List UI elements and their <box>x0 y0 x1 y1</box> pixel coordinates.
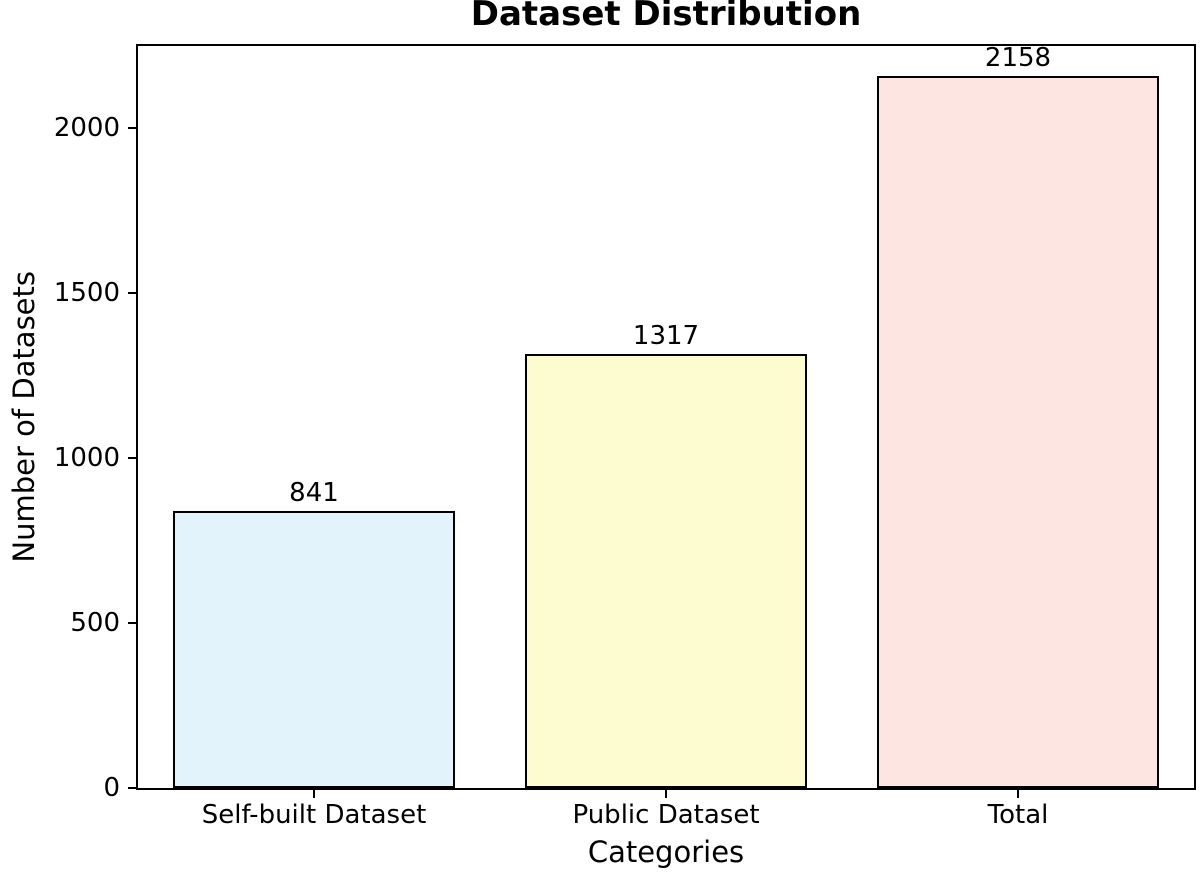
y-tick-label: 1000 <box>53 443 120 474</box>
bar-value-label: 841 <box>289 477 339 508</box>
y-tick-label: 1500 <box>53 278 120 309</box>
bar <box>877 76 1159 788</box>
x-tick-mark <box>665 790 667 798</box>
y-axis-label-text: Number of Datasets <box>7 271 41 563</box>
y-tick-label: 0 <box>103 773 120 803</box>
y-tick-label: 500 <box>70 608 120 639</box>
plot-area: 841 1317 2158 <box>136 44 1196 790</box>
x-tick-mark <box>313 790 315 798</box>
chart-title: Dataset Distribution <box>470 0 862 34</box>
y-tick-mark <box>128 622 136 625</box>
bar-value-label: 2158 <box>984 43 1052 74</box>
y-tick-mark <box>128 457 136 460</box>
x-tick-label: Public Dataset <box>572 800 760 830</box>
x-tick-label: Self-built Dataset <box>201 800 427 830</box>
y-tick-mark <box>128 292 136 295</box>
x-axis-label: Categories <box>587 835 745 869</box>
bar-value-label: 1317 <box>632 320 700 351</box>
x-tick-label: Total <box>987 800 1049 830</box>
bar <box>525 353 807 788</box>
x-tick-mark <box>1017 790 1019 798</box>
y-axis-label: Number of Datasets <box>6 44 42 790</box>
y-tick-mark <box>128 127 136 130</box>
bar <box>173 510 455 788</box>
y-tick-label: 2000 <box>53 113 120 144</box>
y-tick-mark <box>128 787 136 789</box>
